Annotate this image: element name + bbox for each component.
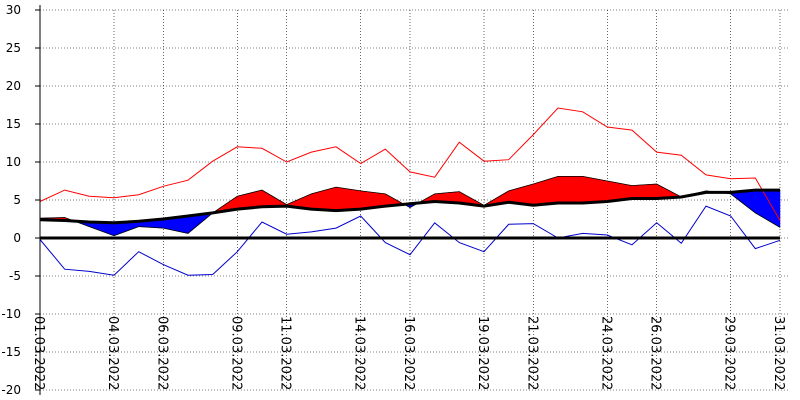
x-tick-label: 14.03.2022 [352, 316, 367, 390]
x-tick-label: 21.03.2022 [524, 316, 539, 390]
x-tick-label: 01.03.2022 [31, 316, 46, 390]
x-tick-label: 06.03.2022 [154, 316, 169, 390]
norm-temperature-line [39, 188, 780, 225]
x-tick-label: 24.03.2022 [598, 316, 613, 390]
y-tick-label: 25 [6, 41, 21, 55]
y-tick-label: 15 [6, 117, 21, 131]
anomaly-fills [39, 176, 781, 237]
y-tick-label: 0 [13, 231, 21, 245]
y-tick-label: -5 [9, 269, 21, 283]
x-tick-label: 16.03.2022 [401, 316, 416, 390]
x-tick-label: 04.03.2022 [105, 316, 120, 390]
x-tick-label: 09.03.2022 [228, 316, 243, 390]
mean-temperature-line [39, 175, 781, 237]
above-norm-area [533, 176, 559, 206]
x-tick-label: 31.03.2022 [771, 316, 786, 390]
axes [35, 5, 780, 395]
y-tick-label: -10 [1, 307, 21, 321]
y-tick-label: 5 [13, 193, 21, 207]
y-tick-label: -20 [1, 383, 21, 397]
x-tick-label: 11.03.2022 [278, 316, 293, 390]
x-tick-label: 26.03.2022 [648, 316, 663, 390]
series-lines [39, 107, 781, 276]
above-norm-area [631, 183, 657, 199]
y-tick-label: 20 [6, 79, 21, 93]
y-tick-label: 30 [6, 3, 21, 17]
min-temperature-line [39, 205, 781, 276]
below-norm-area [755, 189, 781, 228]
max-temperature-line [39, 107, 781, 221]
y-tick-label: -15 [1, 345, 21, 359]
x-tick-label: 19.03.2022 [475, 316, 490, 390]
x-tick-labels: 01.03.2022 04.03.2022 06.03.2022 09.03.2022… [31, 316, 786, 390]
above-norm-area [557, 176, 583, 204]
y-tick-label: 10 [6, 155, 21, 169]
y-tick-labels: 30 25 20 15 10 5 0 -5 -10 -15 -20 [1, 3, 21, 397]
x-tick-label: 29.03.2022 [722, 316, 737, 390]
